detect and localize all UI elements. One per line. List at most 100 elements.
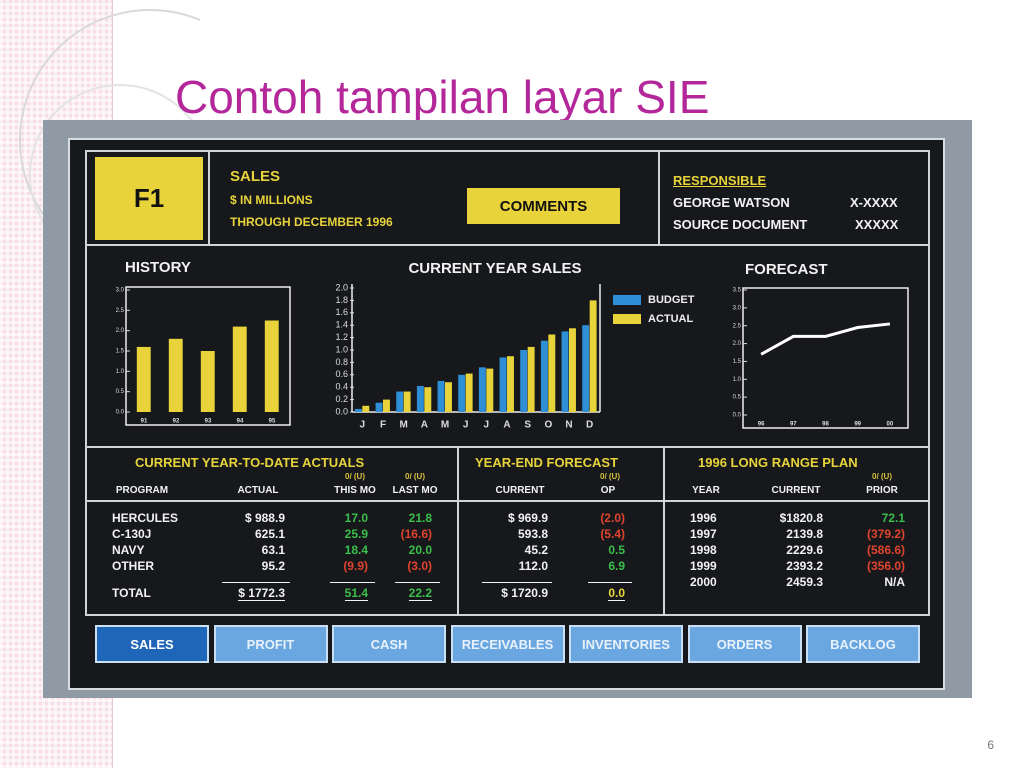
responsible-phone: X-XXXX	[850, 195, 898, 210]
total-rule	[330, 582, 375, 583]
x-tick-label: 98	[822, 422, 829, 428]
plot-frame	[125, 286, 291, 426]
legend-label: ACTUAL	[648, 313, 693, 325]
table-cell: (9.9)	[343, 559, 368, 573]
table-cell: 2139.8	[786, 527, 823, 541]
tab-button[interactable]: INVENTORIES	[569, 625, 683, 663]
slide-title: Contoh tampilan layar SIE	[175, 71, 710, 123]
source-value: XXXXX	[855, 217, 899, 232]
x-tick-label: 91	[141, 419, 148, 425]
tab-button[interactable]: SALES	[95, 625, 209, 663]
table-cell: 0.5	[608, 543, 625, 557]
divider	[85, 500, 930, 502]
responsible-name: GEORGE WATSON	[673, 195, 790, 210]
y-tick-label: 0.0	[733, 413, 742, 419]
source-label: SOURCE DOCUMENT	[673, 217, 808, 232]
bar	[507, 356, 514, 412]
report-period: THROUGH DECEMBER 1996	[230, 215, 393, 229]
table-total: 51.4	[344, 586, 368, 601]
x-tick-label: 94	[237, 419, 244, 425]
table-total: $ 1720.9	[501, 586, 548, 600]
table-cell: $ 988.9	[244, 511, 285, 525]
x-tick-label: 00	[887, 422, 894, 428]
table-cell: 63.1	[261, 543, 285, 557]
chart-title: CURRENT YEAR SALES	[408, 260, 581, 277]
table-title: YEAR-END FORECAST	[475, 455, 619, 470]
bar	[589, 300, 597, 412]
table-cell: (379.2)	[866, 527, 905, 541]
column-header: LAST MO	[392, 485, 438, 496]
table-cell: 20.0	[408, 543, 432, 557]
x-tick-label: 93	[205, 419, 212, 425]
variance-label: 0/ (U)	[600, 472, 620, 481]
y-tick-label: 3.5	[733, 288, 742, 294]
y-tick-label: 0.4	[335, 382, 348, 392]
tab-button[interactable]: RECEIVABLES	[450, 625, 565, 663]
y-tick-label: 1.2	[335, 332, 348, 342]
bar	[548, 334, 556, 412]
chart-title: HISTORY	[125, 259, 191, 276]
line	[760, 322, 891, 356]
bar	[396, 391, 404, 412]
legend-swatch	[613, 295, 641, 305]
x-tick-label: 99	[854, 422, 861, 428]
divider	[658, 150, 660, 246]
table-cell: 625.1	[254, 527, 285, 541]
dashboard-panel	[68, 138, 945, 690]
x-tick-label: F	[380, 420, 386, 431]
comments-button[interactable]: COMMENTS	[467, 188, 620, 224]
bar	[499, 357, 507, 412]
y-tick-label: 1.0	[335, 344, 348, 354]
bar	[582, 325, 590, 412]
y-tick-label: 0.2	[335, 394, 348, 404]
tab-button[interactable]: PROFIT	[213, 625, 328, 663]
tab-button[interactable]: BACKLOG	[806, 625, 920, 663]
table-cell: 6.9	[608, 559, 625, 573]
bar	[416, 385, 424, 412]
y-tick-label: 2.0	[335, 282, 348, 292]
y-tick-label: 1.8	[335, 295, 348, 305]
legend-swatch	[613, 314, 641, 324]
divider	[85, 614, 930, 616]
divider	[208, 150, 210, 246]
tab-button[interactable]: CASH	[332, 625, 446, 663]
bar	[362, 405, 370, 412]
table-cell: 1998	[690, 543, 717, 557]
x-tick-label: S	[524, 420, 531, 431]
variance-label: 0/ (U)	[405, 472, 425, 481]
y-tick-label: 1.0	[116, 369, 125, 375]
x-tick-label: O	[544, 420, 552, 431]
y-tick-label: 1.6	[335, 307, 348, 317]
column-header: CURRENT	[495, 485, 545, 496]
bar	[375, 402, 383, 412]
table-cell: $ 969.9	[507, 511, 548, 525]
y-tick-label: 2.0	[116, 328, 125, 334]
table-title: 1996 LONG RANGE PLAN	[698, 455, 858, 470]
bar	[136, 346, 151, 412]
bar	[403, 391, 411, 412]
table-cell: OTHER	[112, 559, 154, 573]
table-cell: 2393.2	[786, 559, 823, 573]
bar	[520, 350, 528, 412]
legend-label: BUDGET	[648, 294, 695, 306]
x-tick-label: 96	[758, 422, 765, 428]
bar	[540, 340, 548, 412]
table-cell: (5.4)	[600, 527, 625, 541]
total-rule	[482, 582, 552, 583]
responsible-label: RESPONSIBLE	[673, 173, 767, 188]
table-total: 22.2	[408, 586, 432, 601]
table-cell: (586.6)	[866, 543, 905, 557]
tab-button[interactable]: ORDERS	[687, 625, 802, 663]
x-tick-label: 95	[269, 419, 276, 425]
table-cell: 1999	[690, 559, 717, 573]
table-cell: (3.0)	[407, 559, 432, 573]
table-cell: (2.0)	[600, 511, 625, 525]
bar	[561, 331, 569, 412]
x-tick-label: N	[565, 420, 572, 431]
bar	[527, 346, 535, 412]
y-tick-label: 0.8	[335, 357, 348, 367]
y-tick-label: 1.5	[733, 359, 742, 365]
bar	[264, 320, 279, 412]
bar	[424, 387, 432, 412]
